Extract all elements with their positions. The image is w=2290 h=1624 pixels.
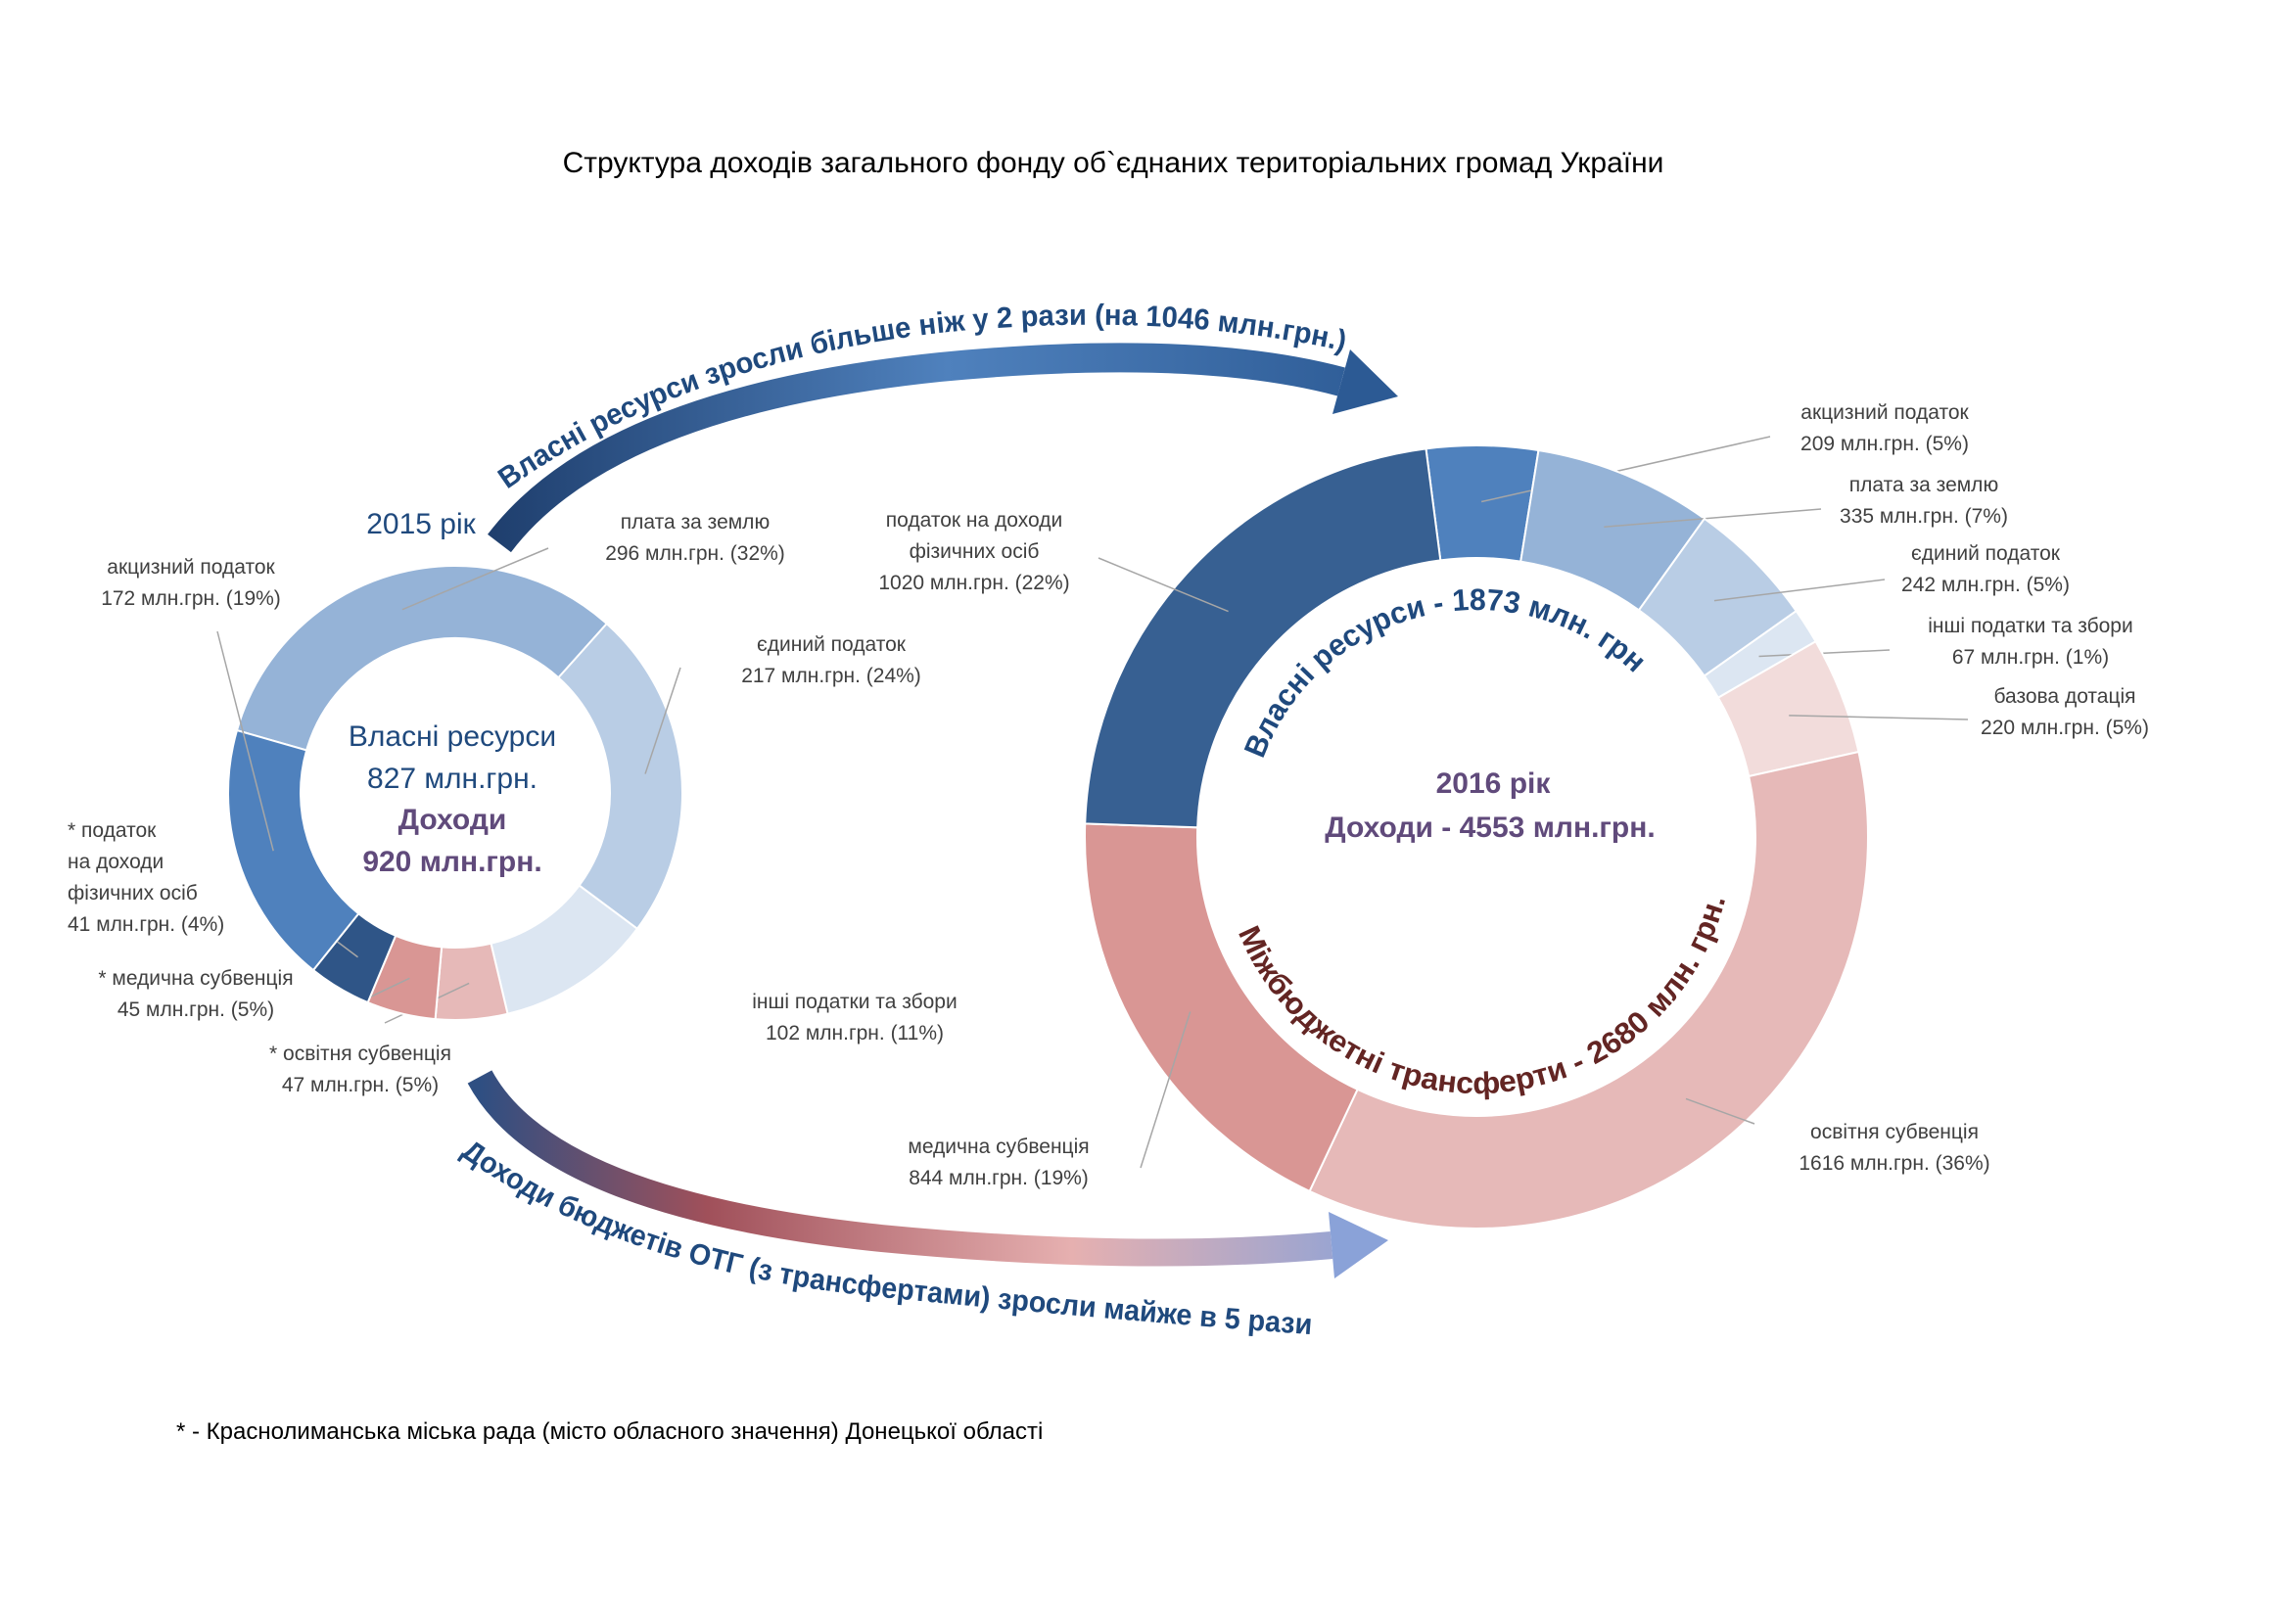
category-label: єдиний податок (1911, 542, 2061, 565)
leader-line (1685, 1097, 1755, 1125)
text-line: податок на доходи (886, 509, 1062, 532)
leader-line (1758, 649, 1891, 658)
leader-line (366, 977, 410, 999)
value-label: 335 млн.грн. (7%) (1840, 505, 2008, 528)
arrow-band (467, 1070, 1333, 1267)
value-label: 45 млн.грн. (5%) (117, 998, 274, 1021)
center-text: 2016 рік (1436, 767, 1552, 800)
text-line: * податок (68, 819, 157, 842)
value-label: 844 млн.грн. (19%) (909, 1167, 1089, 1189)
text-line: на доходи (68, 851, 164, 873)
value-label: 47 млн.грн. (5%) (282, 1074, 439, 1096)
center-text: 827 млн.грн. (367, 763, 537, 795)
value-label: 220 млн.грн. (5%) (1981, 717, 2149, 739)
category-label: освітня субвенція (1810, 1121, 1979, 1143)
leader-line (644, 667, 681, 774)
category-label: * медична субвенція (98, 967, 293, 990)
value-label: 172 млн.грн. (19%) (101, 587, 281, 610)
leader-line (1789, 715, 1969, 720)
donut-segment (227, 728, 360, 972)
category-label: * освітня субвенція (269, 1043, 451, 1065)
value-label: 67 млн.грн. (1%) (1952, 646, 2109, 669)
donut-segment (235, 565, 609, 752)
value-label: 41 млн.грн. (4%) (68, 913, 224, 936)
leader-line (1098, 557, 1229, 613)
page-title: Структура доходів загального фонду об`єд… (563, 147, 1664, 179)
arrow-head (1332, 349, 1398, 414)
leader-line (1713, 579, 1886, 602)
center-text: Доходи (398, 804, 507, 836)
footnote: * - Краснолиманська міська рада (місто о… (176, 1418, 1043, 1445)
donut-segment (1425, 444, 1540, 563)
donut-segment (1308, 750, 1869, 1230)
leader-line (216, 630, 274, 852)
category-label: інші податки та збори (752, 991, 957, 1013)
value-label: 296 млн.грн. (32%) (605, 542, 785, 565)
arrow-head (1329, 1212, 1388, 1278)
category-label: акцизний податок (1800, 401, 1969, 424)
donut-segment (1084, 447, 1442, 829)
category-label: акцизний податок (107, 556, 275, 579)
value-label: 217 млн.грн. (24%) (741, 665, 921, 687)
value-label: 102 млн.грн. (11%) (766, 1022, 944, 1044)
text-line: фізичних осіб (68, 882, 198, 905)
center-text: Власні ресурси (349, 720, 556, 753)
text-line: фізичних осіб (910, 540, 1040, 563)
chart-title: 2015 рік (366, 508, 476, 540)
donut-segment (556, 622, 683, 931)
value-label: 1616 млн.грн. (36%) (1799, 1152, 1989, 1175)
value-label: 242 млн.грн. (5%) (1901, 574, 2070, 596)
leader-line (401, 547, 549, 611)
category-label: плата за землю (1849, 474, 1998, 496)
value-label: 209 млн.грн. (5%) (1800, 433, 1969, 455)
center-text: 920 млн.грн. (362, 846, 541, 878)
category-label: медична субвенція (908, 1136, 1089, 1158)
category-label: базова дотація (1993, 685, 2135, 708)
category-label: інші податки та збори (1928, 615, 2132, 637)
category-label: плата за землю (621, 511, 770, 534)
leader-line (1140, 1011, 1192, 1169)
value-label: 1020 млн.грн. (22%) (878, 572, 1069, 594)
arrow-band (488, 343, 1345, 553)
leader-line (1480, 436, 1771, 503)
category-label: єдиний податок (757, 633, 907, 656)
category-label: податок на доходи фізичних осіб (886, 509, 1062, 563)
center-text: Доходи - 4553 млн.грн. (1325, 812, 1655, 844)
category-label: * податок на доходи фізичних осіб (68, 819, 198, 905)
leader-line (1604, 508, 1822, 529)
